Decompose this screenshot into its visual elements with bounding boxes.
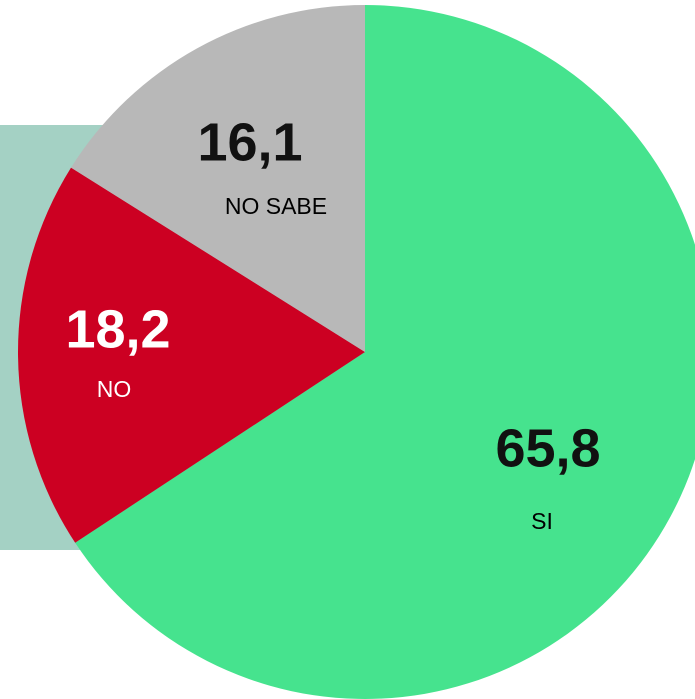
pie-slice xyxy=(71,4,366,352)
pie xyxy=(18,4,695,699)
pie-slice xyxy=(75,5,695,699)
value-label: 18,2 xyxy=(65,299,170,359)
category-label: NO SABE xyxy=(225,193,327,219)
value-label: 65,8 xyxy=(495,418,600,478)
labels: 65,8 SI 18,2 NO 16,1 NO SABE xyxy=(65,112,600,534)
category-label: SI xyxy=(531,508,553,534)
category-label: NO xyxy=(97,376,132,402)
value-label: 16,1 xyxy=(197,112,302,172)
pie-slice xyxy=(18,167,365,543)
